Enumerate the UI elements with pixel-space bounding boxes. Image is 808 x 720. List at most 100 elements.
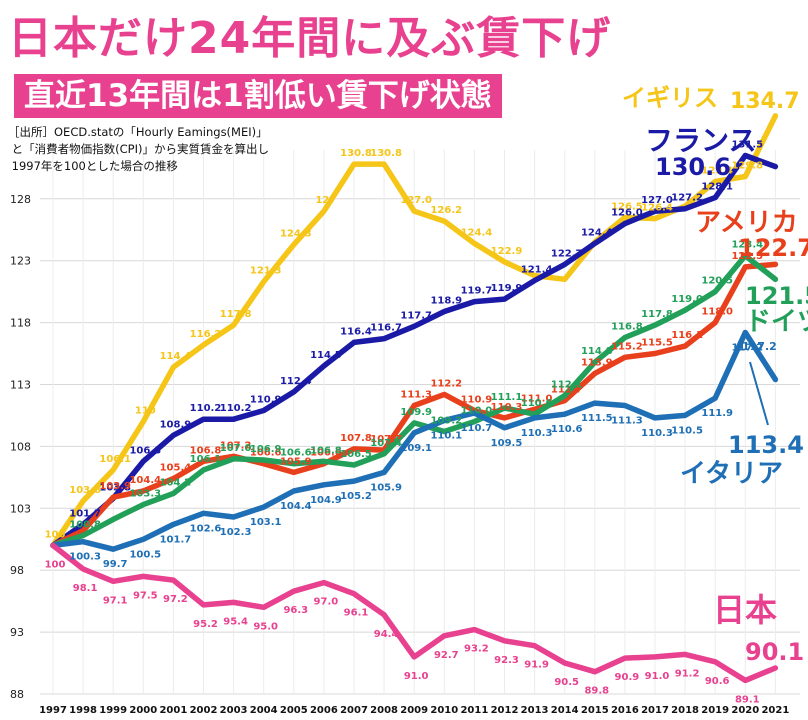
data-label: 116.8 bbox=[611, 321, 643, 332]
series-point-label: 117.2 bbox=[742, 340, 777, 353]
data-label: 121.3 bbox=[250, 266, 282, 277]
data-label: 96.1 bbox=[344, 608, 369, 619]
data-label: 100.5 bbox=[129, 549, 161, 560]
data-label: 107.4 bbox=[370, 438, 402, 449]
series-end-value: 90.1 bbox=[745, 638, 804, 666]
page-title: 日本だけ24年間に及ぶ賃下げ bbox=[8, 13, 612, 64]
data-label: 100 bbox=[45, 559, 66, 570]
y-tick-label: 123 bbox=[10, 255, 31, 268]
data-label: 95.4 bbox=[223, 616, 248, 627]
data-label: 110.9 bbox=[461, 394, 493, 405]
data-label: 104.4 bbox=[280, 501, 312, 512]
x-tick-label: 2002 bbox=[190, 705, 218, 716]
y-tick-label: 113 bbox=[10, 379, 31, 392]
data-label: 94.4 bbox=[374, 629, 399, 640]
data-label: 127 bbox=[315, 195, 336, 206]
series-name-label: 日本 bbox=[713, 591, 777, 629]
data-label: 91.2 bbox=[675, 668, 700, 679]
x-tick-label: 2018 bbox=[671, 705, 699, 716]
series-end-value: 113.4 bbox=[728, 431, 804, 459]
data-label: 91.9 bbox=[524, 660, 549, 671]
data-label: 127.0 bbox=[641, 195, 673, 206]
data-label: 99.7 bbox=[103, 559, 128, 570]
data-label: 110.5 bbox=[671, 425, 703, 436]
data-label: 103.3 bbox=[129, 489, 161, 500]
data-label: 96.3 bbox=[283, 605, 308, 616]
data-label: 110.1 bbox=[430, 430, 462, 441]
data-label: 111.0 bbox=[521, 393, 553, 404]
annotation-leader-line bbox=[749, 361, 769, 426]
data-label: 106.9 bbox=[250, 444, 282, 455]
data-label: 98.1 bbox=[73, 583, 98, 594]
y-axis-labels: 88 93 98 103 108 113 118 123 128 bbox=[10, 193, 31, 701]
data-label: 130.8 bbox=[370, 148, 402, 159]
data-label: 100 bbox=[45, 529, 66, 540]
data-label: 110 bbox=[135, 406, 156, 417]
point-labels: 100 103.6 106.1 110 114.4 116.2 117.8 121.3 124.… bbox=[45, 139, 764, 705]
x-tick-label: 2015 bbox=[581, 705, 609, 716]
series-line bbox=[50, 261, 779, 549]
subtitle-banner: 直近13年間は1割低い賃下げ状態 bbox=[14, 74, 502, 118]
series-name-label: イタリア bbox=[680, 459, 783, 489]
data-label: 111.1 bbox=[491, 392, 523, 403]
series-name-label: フランス bbox=[645, 124, 756, 157]
data-label: 113.9 bbox=[581, 357, 613, 368]
data-label: 123.4 bbox=[731, 240, 763, 251]
data-label: 124.3 bbox=[280, 229, 312, 240]
data-label: 97.0 bbox=[314, 597, 339, 608]
data-label: 90.5 bbox=[554, 677, 579, 688]
series-line bbox=[50, 113, 779, 549]
data-label: 128.1 bbox=[701, 182, 733, 193]
data-label: 110.3 bbox=[641, 428, 673, 439]
series-end-value: 121.5 bbox=[745, 282, 808, 310]
data-label: 120.5 bbox=[701, 276, 733, 287]
x-tick-label: 2019 bbox=[701, 705, 729, 716]
data-label: 103.8 bbox=[99, 482, 131, 493]
data-label: 109.5 bbox=[491, 438, 523, 449]
data-label: 100.8 bbox=[69, 520, 101, 531]
data-label: 124.4 bbox=[581, 227, 613, 238]
data-label: 117.8 bbox=[220, 309, 252, 320]
data-label: 110.3 bbox=[491, 402, 523, 413]
x-axis-labels: 1997 1998 1999 2000 2001 2002 2003 2004 2005 2006… bbox=[39, 705, 789, 716]
data-label: 103.1 bbox=[250, 517, 282, 528]
data-label: 110.9 bbox=[250, 394, 282, 405]
x-tick-label: 2007 bbox=[340, 705, 368, 716]
data-label: 91.0 bbox=[645, 671, 670, 682]
data-label: 101.7 bbox=[69, 508, 101, 519]
series-end-value: 122.7 bbox=[738, 234, 808, 262]
data-label: 104.9 bbox=[310, 495, 342, 506]
data-label: 105.9 bbox=[280, 456, 312, 467]
data-label: 90.6 bbox=[705, 676, 730, 687]
data-label: 89.1 bbox=[735, 694, 760, 705]
x-tick-label: 2017 bbox=[641, 705, 669, 716]
data-label: 126.0 bbox=[611, 208, 643, 219]
x-tick-label: 2009 bbox=[400, 705, 428, 716]
data-label: 115.5 bbox=[641, 338, 673, 349]
data-label: 106.5 bbox=[340, 449, 372, 460]
data-label: 119.9 bbox=[491, 283, 523, 294]
x-tick-label: 2012 bbox=[491, 705, 519, 716]
y-tick-label: 108 bbox=[10, 440, 31, 453]
data-label: 106.6 bbox=[310, 448, 342, 459]
data-label: 95.0 bbox=[253, 621, 278, 632]
data-label: 117.7 bbox=[400, 310, 432, 321]
data-label: 122.7 bbox=[551, 248, 583, 259]
data-label: 129.8 bbox=[731, 161, 763, 172]
x-tick-label: 2004 bbox=[250, 705, 278, 716]
data-label: 107.2 bbox=[220, 440, 252, 451]
data-label: 110.7 bbox=[461, 423, 493, 434]
data-label: 110.3 bbox=[521, 428, 553, 439]
data-label: 116.4 bbox=[340, 326, 372, 337]
data-label: 126.5 bbox=[611, 201, 643, 212]
data-label: 104.2 bbox=[160, 477, 192, 488]
x-tick-label: 2008 bbox=[370, 705, 398, 716]
data-label: 130.8 bbox=[340, 148, 372, 159]
series-line bbox=[50, 329, 779, 552]
data-label: 104.4 bbox=[129, 475, 161, 486]
x-tick-label: 2000 bbox=[129, 705, 157, 716]
data-label: 110.6 bbox=[551, 424, 583, 435]
data-label: 117.8 bbox=[641, 309, 673, 320]
data-label: 126.2 bbox=[430, 205, 462, 216]
